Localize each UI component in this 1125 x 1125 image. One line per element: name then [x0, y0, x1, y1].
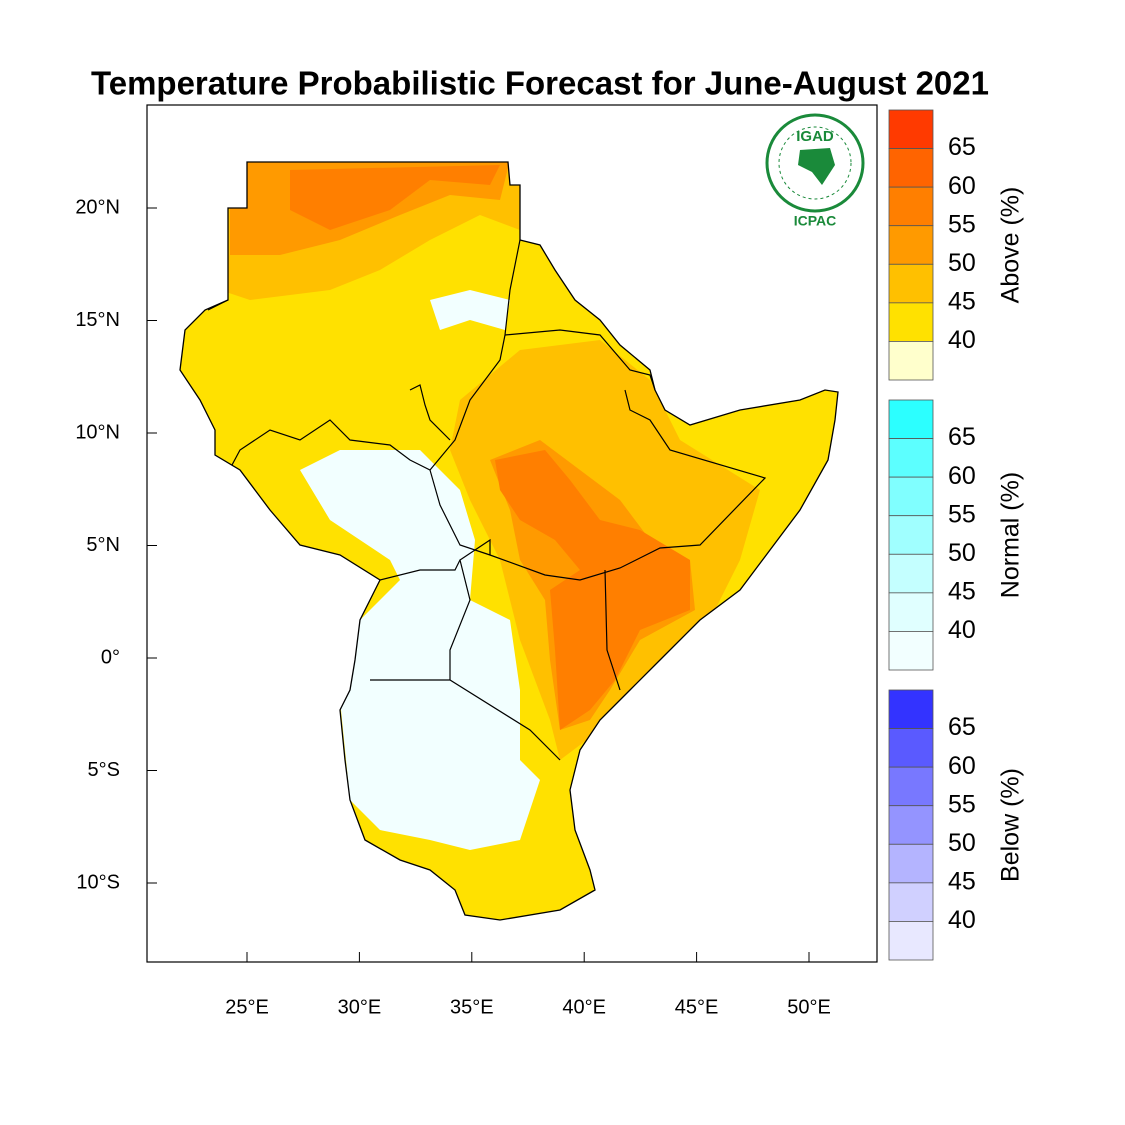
logo-wreath — [778, 126, 852, 200]
legend-cell — [888, 689, 934, 729]
legend-label: 55 — [948, 500, 976, 528]
legend-cell — [888, 476, 934, 517]
legend-title: Above (%) — [997, 187, 1025, 304]
map-title: Temperature Probabilistic Forecast for J… — [91, 65, 989, 102]
legend-label: 60 — [948, 172, 976, 200]
legend-cell — [888, 553, 934, 594]
lon-tick-label: 50°E — [787, 996, 831, 1018]
legend-cell — [888, 399, 934, 439]
lat-tick-label: 10°N — [75, 421, 120, 443]
lat-tick-label: 0° — [101, 646, 120, 668]
legend-cell — [888, 438, 934, 478]
legend-label: 60 — [948, 752, 976, 780]
legend-cell — [888, 263, 934, 304]
category-normal-40-45 — [300, 450, 540, 850]
legend-cell — [888, 921, 934, 961]
legend-cell — [888, 843, 934, 884]
legend-cell — [888, 805, 934, 845]
lon-tick-label: 40°E — [562, 996, 606, 1018]
legend-label: 40 — [948, 326, 976, 354]
legend-label: 40 — [948, 616, 976, 644]
lat-tick-label: 5°N — [86, 534, 120, 556]
legend-label: 50 — [948, 249, 976, 277]
legend-title: Normal (%) — [997, 472, 1025, 598]
legend-label: 60 — [948, 462, 976, 490]
logo-bottom-text: ICPAC — [794, 213, 837, 229]
legend-cell — [888, 109, 934, 149]
legend-label: 65 — [948, 713, 976, 741]
lon-tick-label: 25°E — [225, 996, 269, 1018]
legend-label: 45 — [948, 577, 976, 605]
legend-title: Below (%) — [997, 768, 1025, 882]
logo-top-text: IGAD — [796, 128, 834, 145]
legend-label: 55 — [948, 790, 976, 818]
category-55-60 — [290, 165, 500, 230]
legend-label: 55 — [948, 210, 976, 238]
legend-label: 40 — [948, 906, 976, 934]
legend-label: 65 — [948, 133, 976, 161]
legend-cell — [888, 592, 934, 632]
lat-tick-label: 5°S — [88, 759, 120, 781]
legend-cell — [888, 225, 934, 265]
lon-tick-label: 45°E — [675, 996, 719, 1018]
country-borders — [207, 239, 767, 761]
icpac-logo: IGAD ICPAC — [765, 113, 865, 229]
legend-label: 45 — [948, 867, 976, 895]
legend-label: 45 — [948, 287, 976, 315]
lon-tick-label: 35°E — [450, 996, 494, 1018]
legend-cell — [888, 882, 934, 922]
legend-label: 50 — [948, 829, 976, 857]
lon-tick-label: 30°E — [338, 996, 382, 1018]
legend-cell — [888, 148, 934, 188]
legend-cell — [888, 341, 934, 381]
lat-tick-label: 15°N — [75, 309, 120, 331]
legend-cell — [888, 186, 934, 227]
legend-cell — [888, 728, 934, 768]
logo-africa — [798, 148, 835, 185]
legend-label: 65 — [948, 423, 976, 451]
legend-cell — [888, 302, 934, 342]
category-55-60 — [495, 450, 690, 730]
legend-cell — [888, 631, 934, 671]
legend-label: 50 — [948, 539, 976, 567]
lat-tick-label: 10°S — [76, 871, 120, 893]
lat-tick-label: 20°N — [75, 196, 120, 218]
legend-cell — [888, 515, 934, 555]
category-normal-40-45 — [430, 290, 510, 330]
legend-cell — [888, 766, 934, 807]
